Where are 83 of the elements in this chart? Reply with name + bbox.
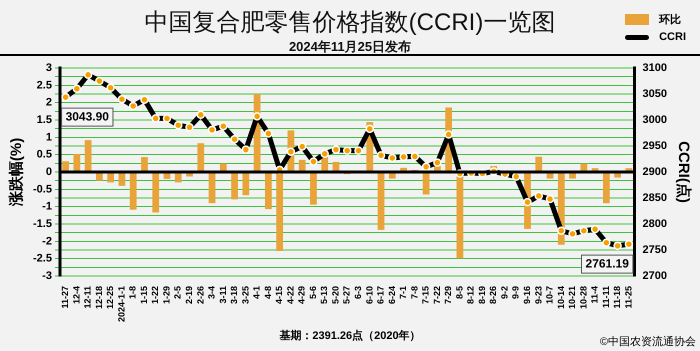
x-tick-label: 11-18 bbox=[612, 286, 622, 309]
y2-axis-title: CCRI(点) bbox=[674, 141, 692, 203]
x-tick-label: 8-19 bbox=[476, 286, 487, 304]
x-tick-label: 2024-1-1 bbox=[116, 286, 126, 322]
legend-label: 环比 bbox=[659, 12, 682, 26]
text: 基期：2391.26点（2020年） bbox=[279, 330, 421, 342]
text: ©中国农资流通协会 bbox=[600, 334, 696, 349]
x-tick-label: 3-4 bbox=[206, 286, 217, 299]
x-tick-label: 8-12 bbox=[466, 286, 476, 304]
x-tick-label: 1-22 bbox=[150, 286, 160, 304]
y-tick-label: 0.5 bbox=[36, 148, 52, 161]
x-tick-label: 6-10 bbox=[364, 286, 374, 304]
x-tick-label: 9-2 bbox=[499, 286, 510, 299]
x-tick-label: 7-29 bbox=[443, 286, 454, 304]
x-tick-label: 4-29 bbox=[296, 286, 307, 304]
chart-subtitle: 2024年11月25日发布 bbox=[288, 39, 412, 54]
x-tick-label: 7-8 bbox=[409, 286, 420, 299]
x-tick-label: 4-15 bbox=[274, 286, 284, 304]
data-label: 3043.90 bbox=[66, 109, 110, 124]
data-label: 2761.19 bbox=[586, 256, 630, 270]
y2-tick-label: 2950 bbox=[642, 140, 668, 152]
y-tick-label: 2 bbox=[46, 96, 52, 109]
y-tick-label: -0.5 bbox=[32, 183, 52, 196]
x-tick-label: 11-25 bbox=[623, 286, 634, 309]
x-tick-label: 10-21 bbox=[567, 286, 578, 310]
y-tick-label: 0 bbox=[46, 166, 52, 178]
x-tick-label: 5-6 bbox=[308, 286, 318, 299]
x-tick-label: 3-18 bbox=[229, 286, 240, 304]
y-tick-label: 1 bbox=[46, 131, 52, 144]
x-tick-label: 1-8 bbox=[128, 286, 138, 299]
chart-title: 中国复合肥零售价格指数(CCRI)一览图 bbox=[144, 9, 556, 36]
x-tick-label: 12-4 bbox=[71, 286, 82, 304]
y2-tick-label: 3050 bbox=[642, 88, 668, 100]
x-tick-label: 4-1 bbox=[252, 286, 262, 299]
x-tick-label: 12-11 bbox=[82, 286, 93, 309]
x-tick-label: 9-23 bbox=[533, 286, 544, 304]
x-tick-label: 6-24 bbox=[386, 286, 397, 304]
x-tick-label: 4-22 bbox=[285, 286, 296, 304]
x-tick-label: 7-22 bbox=[432, 286, 442, 304]
y-tick-label: 1.5 bbox=[36, 114, 52, 126]
x-tick-label: 2-26 bbox=[195, 286, 206, 304]
y-tick-label: 3 bbox=[46, 62, 52, 74]
y-axis-title: 涨跌幅(%) bbox=[8, 138, 26, 208]
y-tick-label: -2 bbox=[42, 235, 52, 248]
x-tick-label: 5-13 bbox=[319, 286, 330, 304]
x-tick-label: 2-5 bbox=[172, 286, 183, 299]
x-tick-label: 12-18 bbox=[94, 286, 104, 310]
x-tick-label: 8-5 bbox=[454, 286, 464, 299]
y-tick-label: -2.5 bbox=[32, 252, 52, 265]
y2-tick-label: 2700 bbox=[642, 270, 668, 282]
x-tick-label: 4-8 bbox=[262, 286, 273, 299]
x-tick-label: 11-4 bbox=[590, 286, 600, 304]
y2-tick-label: 2800 bbox=[642, 218, 668, 230]
y2-tick-label: 2750 bbox=[642, 244, 668, 256]
x-tick-label: 10-14 bbox=[556, 286, 566, 310]
x-tick-label: 2-19 bbox=[184, 286, 194, 304]
x-tick-label: 10-7 bbox=[544, 286, 555, 304]
y-tick-label: 2.5 bbox=[36, 79, 52, 92]
x-tick-label: 3-25 bbox=[240, 286, 250, 304]
y-tick-label: -1 bbox=[42, 200, 52, 213]
x-tick-label: 7-15 bbox=[420, 286, 431, 304]
legend-label: CCRI bbox=[659, 31, 686, 43]
x-tick-label: 10-28 bbox=[578, 286, 588, 310]
x-tick-label: 1-15 bbox=[138, 286, 149, 304]
x-tick-label: 11-27 bbox=[60, 286, 70, 309]
y2-tick-label: 3000 bbox=[642, 114, 668, 126]
x-tick-label: 5-27 bbox=[342, 286, 352, 304]
x-tick-label: 7-1 bbox=[398, 286, 408, 299]
y2-tick-label: 3100 bbox=[642, 62, 668, 74]
y-tick-label: -1.5 bbox=[32, 218, 52, 230]
x-tick-label: 1-29 bbox=[161, 286, 172, 304]
x-tick-label: 3-11 bbox=[218, 286, 228, 304]
x-tick-label: 9-16 bbox=[522, 286, 532, 304]
x-tick-label: 11-11 bbox=[600, 286, 611, 308]
x-tick-label: 6-3 bbox=[352, 286, 363, 299]
y-tick-label: -3 bbox=[42, 270, 52, 282]
y2-tick-label: 2900 bbox=[642, 166, 668, 178]
x-tick-label: 8-26 bbox=[488, 286, 498, 304]
x-tick-label: 9-9 bbox=[510, 286, 521, 299]
x-tick-label: 12-25 bbox=[105, 286, 116, 310]
y2-tick-label: 2850 bbox=[642, 192, 668, 204]
x-tick-label: 5-20 bbox=[330, 286, 340, 304]
x-tick-label: 6-17 bbox=[376, 286, 386, 304]
